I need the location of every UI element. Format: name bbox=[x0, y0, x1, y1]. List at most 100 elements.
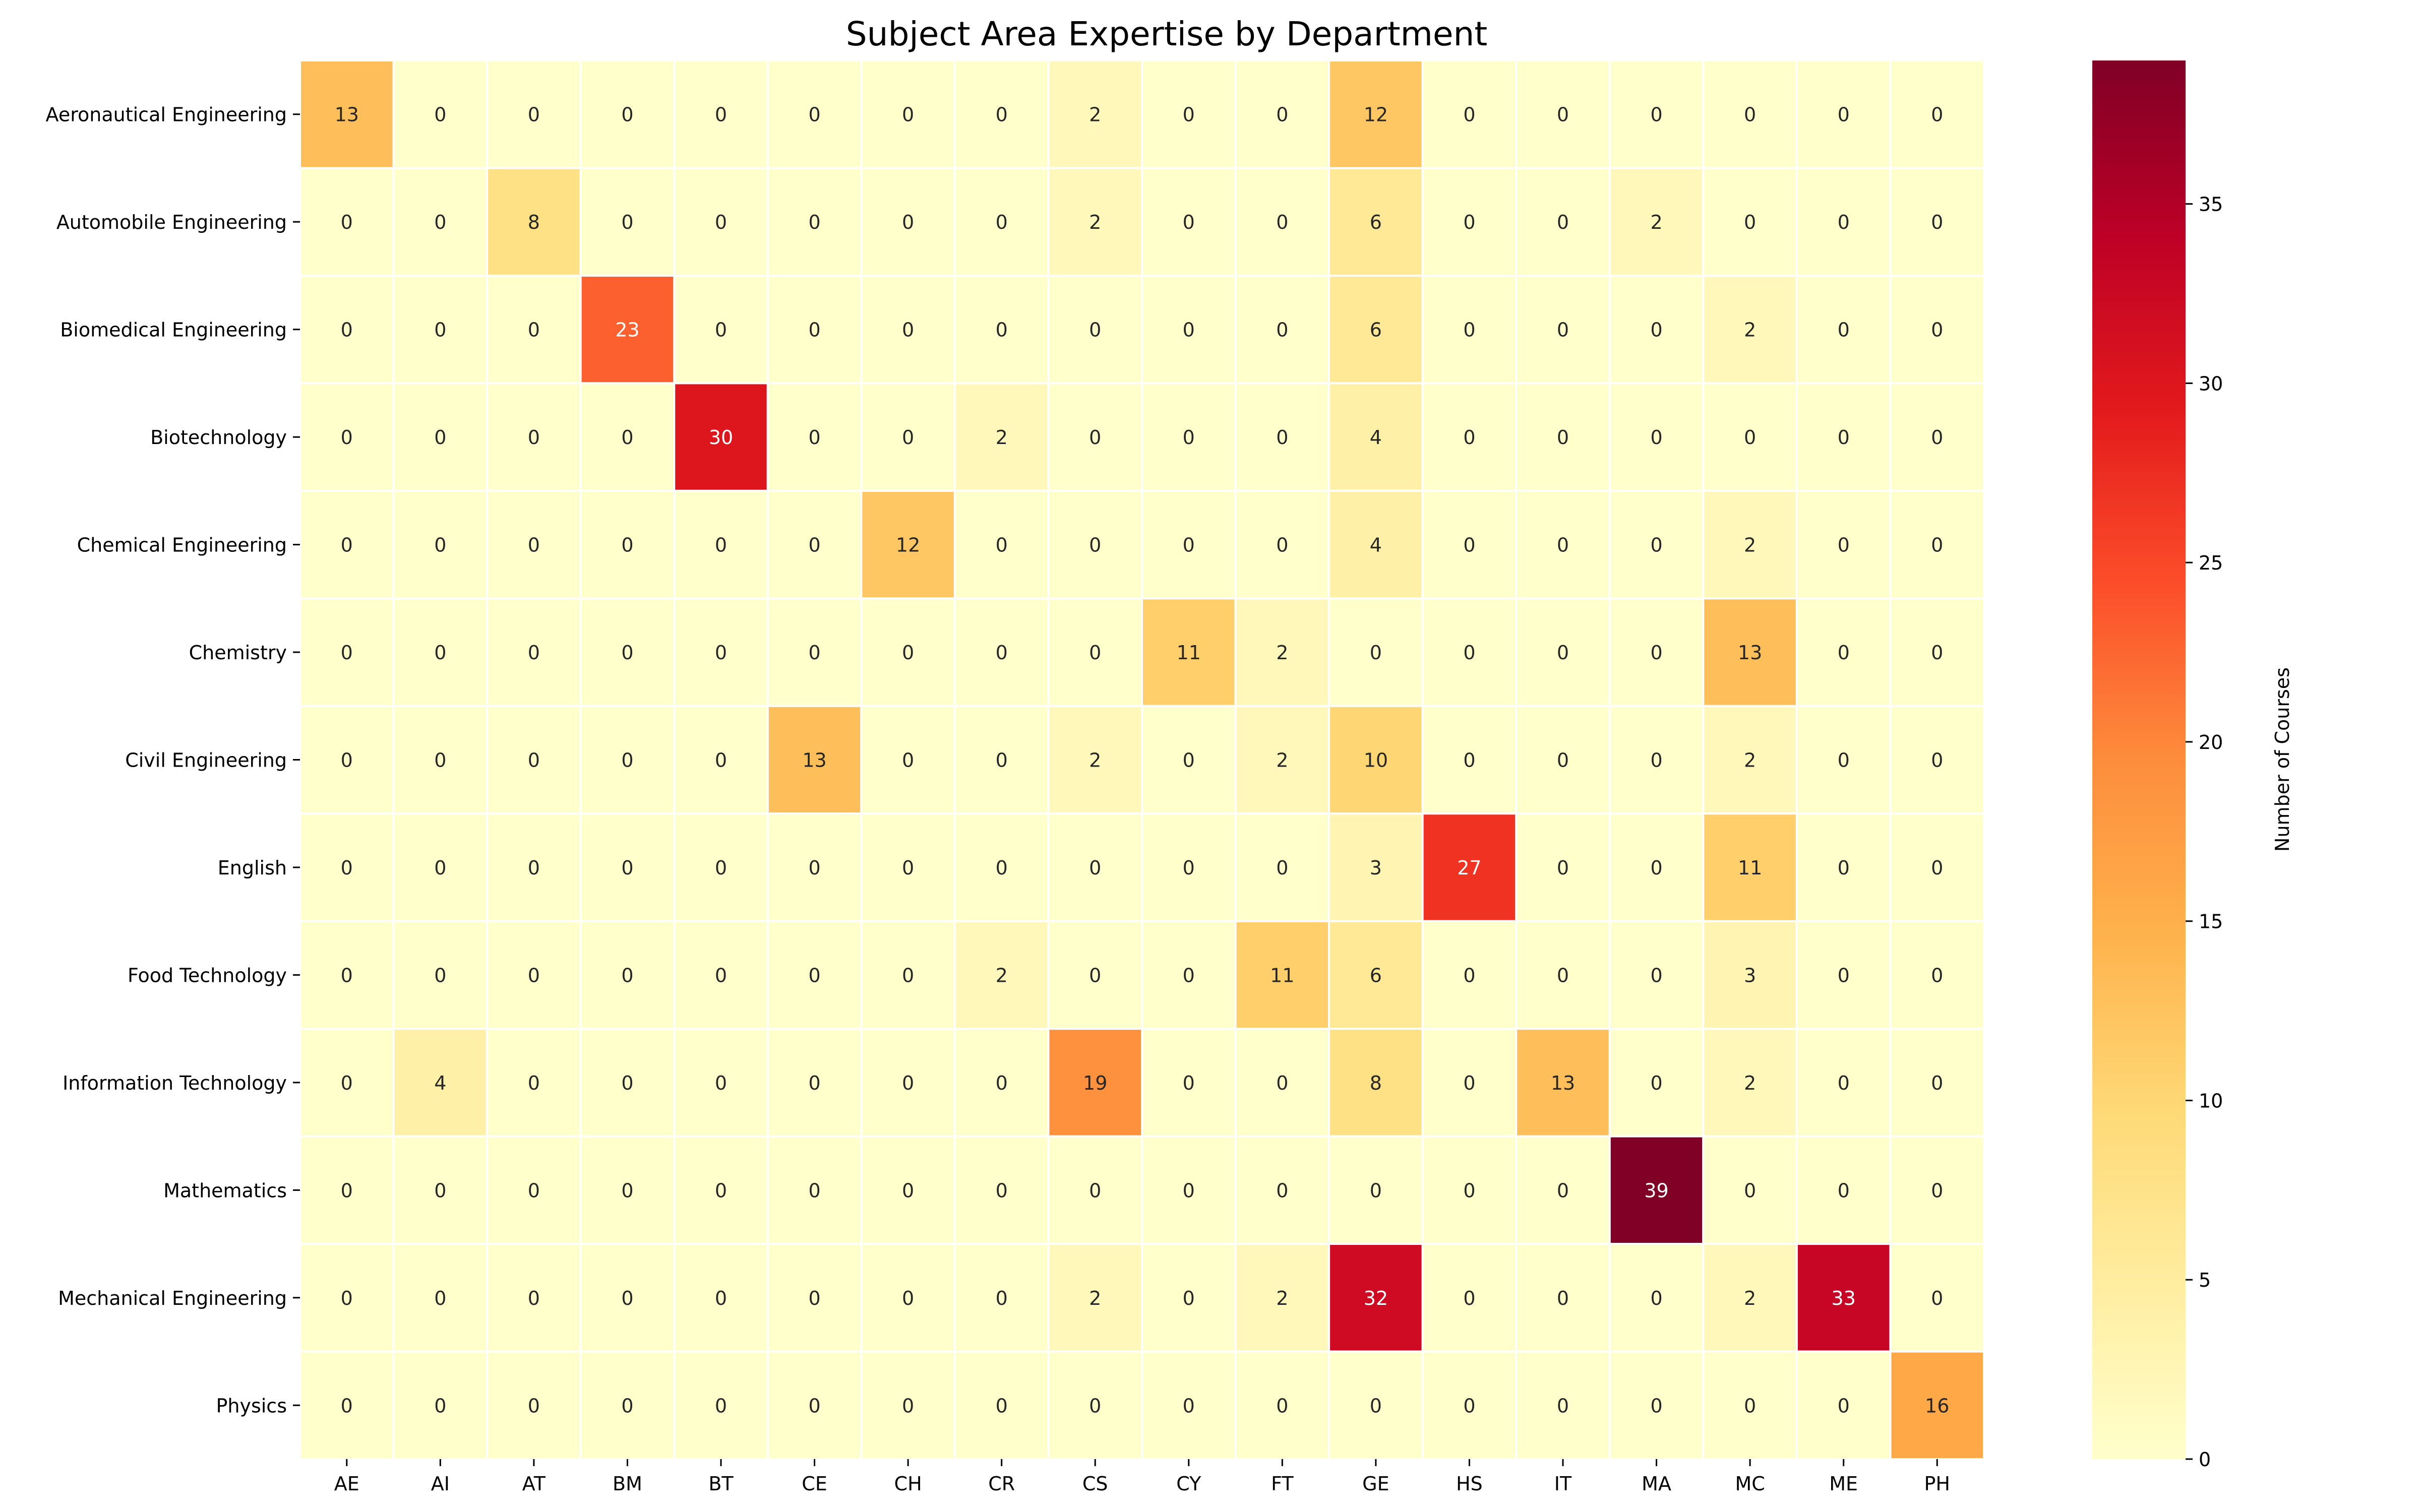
cell-value-label: 0 bbox=[341, 964, 353, 986]
heatmap-cell bbox=[766, 1350, 863, 1461]
heatmap-cell bbox=[1889, 1243, 1985, 1353]
y-tick-label: Mechanical Engineering bbox=[58, 1287, 287, 1309]
cell-value-label: 0 bbox=[434, 642, 446, 664]
cell-value-label: 0 bbox=[1931, 534, 1943, 556]
cell-value-label: 0 bbox=[1089, 1179, 1101, 1202]
heatmap-cell bbox=[299, 382, 395, 492]
cell-value-label: 0 bbox=[1183, 319, 1195, 341]
x-tick-label: CE bbox=[802, 1473, 827, 1495]
cell-value-label: 39 bbox=[1644, 1179, 1668, 1202]
x-tick-label: MC bbox=[1735, 1473, 1765, 1495]
heatmap-cell bbox=[1889, 597, 1985, 707]
cell-value-label: 0 bbox=[996, 319, 1008, 341]
heatmap-cell bbox=[579, 167, 676, 277]
heatmap-cell bbox=[1047, 1135, 1143, 1245]
cell-value-label: 0 bbox=[808, 1179, 820, 1202]
cell-value-label: 0 bbox=[1557, 857, 1569, 879]
cell-value-label: 0 bbox=[1276, 211, 1288, 233]
heatmap-cell bbox=[1141, 274, 1237, 385]
cell-value-label: 2 bbox=[1089, 1287, 1101, 1309]
heatmap-cell bbox=[953, 812, 1050, 922]
cell-value-label: 0 bbox=[1276, 1395, 1288, 1417]
heatmap-cell bbox=[1234, 920, 1330, 1030]
heatmap-cell bbox=[1047, 812, 1143, 922]
cell-value-label: 0 bbox=[1557, 964, 1569, 986]
heatmap-cell bbox=[1889, 1028, 1985, 1138]
cell-value-label: 0 bbox=[1183, 426, 1195, 449]
cell-value-label: 0 bbox=[1463, 1395, 1475, 1417]
cell-value-label: 0 bbox=[996, 211, 1008, 233]
cell-value-label: 0 bbox=[434, 1179, 446, 1202]
cell-value-label: 0 bbox=[902, 319, 914, 341]
cell-value-label: 2 bbox=[1089, 211, 1101, 233]
cell-value-label: 0 bbox=[621, 534, 633, 556]
cell-value-label: 6 bbox=[1370, 211, 1382, 233]
cell-value-label: 0 bbox=[715, 857, 727, 879]
cell-value-label: 0 bbox=[1650, 1287, 1662, 1309]
cell-value-label: 0 bbox=[1557, 104, 1569, 126]
cell-value-label: 0 bbox=[1931, 1179, 1943, 1202]
x-tick-label: GE bbox=[1362, 1473, 1389, 1495]
heatmap-cell bbox=[1515, 1350, 1611, 1461]
heatmap-cell bbox=[673, 489, 769, 600]
cell-value-label: 16 bbox=[1925, 1395, 1949, 1417]
cell-value-label: 0 bbox=[902, 211, 914, 233]
x-tick-label: BM bbox=[613, 1473, 642, 1495]
heatmap-cell bbox=[1328, 1350, 1424, 1461]
heatmap-cell bbox=[486, 489, 582, 600]
cell-value-label: 0 bbox=[1557, 1395, 1569, 1417]
cell-value-label: 0 bbox=[1650, 642, 1662, 664]
cell-value-label: 2 bbox=[1089, 749, 1101, 772]
heatmap-cell bbox=[1702, 812, 1798, 922]
heatmap-cell bbox=[299, 597, 395, 707]
heatmap-cell bbox=[953, 1135, 1050, 1245]
heatmap-cell bbox=[1421, 920, 1518, 1030]
cell-value-label: 0 bbox=[621, 426, 633, 449]
cell-value-label: 0 bbox=[902, 426, 914, 449]
heatmap-cell bbox=[1141, 1243, 1237, 1353]
cell-value-label: 0 bbox=[1276, 104, 1288, 126]
heatmap-cell bbox=[1889, 59, 1985, 169]
y-tick-label: Biomedical Engineering bbox=[60, 319, 287, 341]
cell-value-label: 0 bbox=[902, 857, 914, 879]
cell-value-label: 0 bbox=[1370, 1395, 1382, 1417]
cell-value-label: 23 bbox=[615, 319, 639, 341]
heatmap-cell bbox=[673, 920, 769, 1030]
cell-value-label: 0 bbox=[621, 1287, 633, 1309]
cell-value-label: 0 bbox=[1463, 1072, 1475, 1094]
heatmap-cell bbox=[1515, 705, 1611, 815]
heatmap-cell bbox=[1328, 920, 1424, 1030]
cell-value-label: 0 bbox=[715, 534, 727, 556]
cell-value-label: 27 bbox=[1457, 857, 1481, 879]
cell-value-label: 2 bbox=[1089, 104, 1101, 126]
heatmap-cell bbox=[1702, 1028, 1798, 1138]
heatmap-cell bbox=[299, 274, 395, 385]
heatmap-cell bbox=[1515, 274, 1611, 385]
x-tick-label: HS bbox=[1456, 1473, 1483, 1495]
colorbar-tick-label: 0 bbox=[2199, 1448, 2211, 1471]
heatmap-cell bbox=[1328, 1243, 1424, 1353]
heatmap-cell bbox=[1421, 812, 1518, 922]
cell-value-label: 0 bbox=[1276, 1179, 1288, 1202]
cell-value-label: 0 bbox=[528, 1395, 540, 1417]
heatmap-cell bbox=[1047, 489, 1143, 600]
heatmap-cell bbox=[1889, 1350, 1985, 1461]
heatmap-cell bbox=[1234, 167, 1330, 277]
heatmap-cell bbox=[1141, 597, 1237, 707]
heatmap-cell bbox=[1608, 382, 1705, 492]
cell-value-label: 0 bbox=[528, 1287, 540, 1309]
cell-value-label: 0 bbox=[996, 1179, 1008, 1202]
cell-value-label: 2 bbox=[1276, 1287, 1288, 1309]
cell-value-label: 0 bbox=[1183, 857, 1195, 879]
cell-value-label: 2 bbox=[1276, 749, 1288, 772]
heatmap-cell bbox=[1795, 812, 1892, 922]
heatmap-cell bbox=[1608, 1028, 1705, 1138]
heatmap-cell bbox=[579, 920, 676, 1030]
heatmap-cell bbox=[299, 920, 395, 1030]
cell-value-label: 0 bbox=[528, 642, 540, 664]
x-tick-label: BT bbox=[708, 1473, 734, 1495]
cell-value-label: 4 bbox=[434, 1072, 446, 1094]
cell-value-label: 0 bbox=[1463, 1179, 1475, 1202]
x-tick-label: ME bbox=[1829, 1473, 1858, 1495]
